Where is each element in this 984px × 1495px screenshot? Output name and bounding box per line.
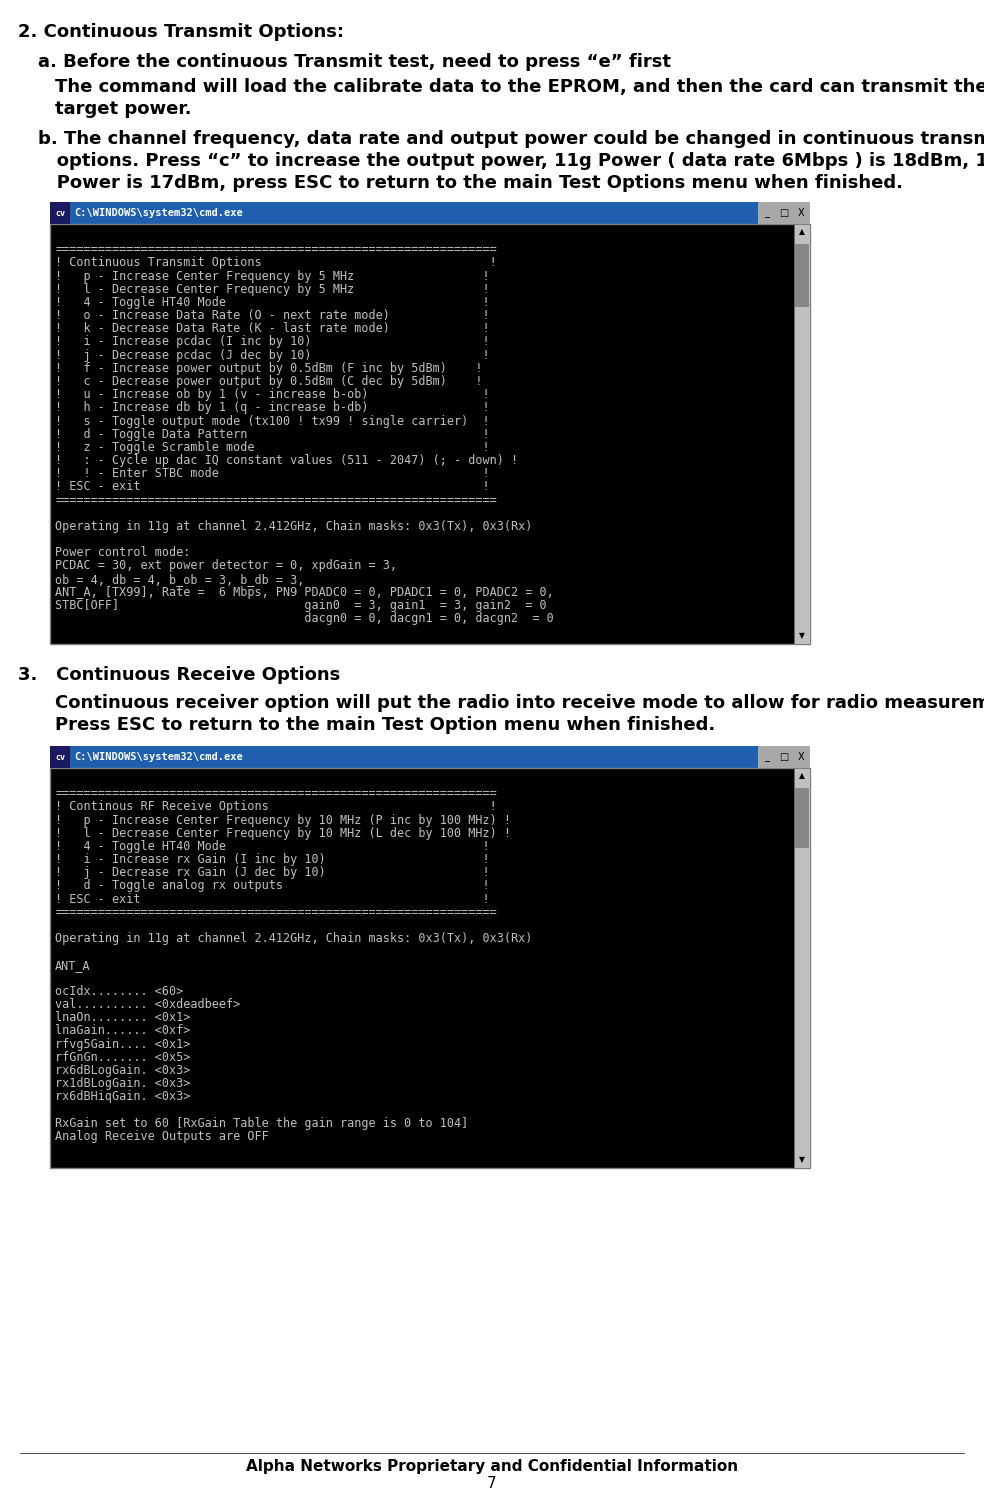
Bar: [795, 244, 809, 306]
Text: a. Before the continuous Transmit test, need to press “e” first: a. Before the continuous Transmit test, …: [38, 52, 671, 70]
Text: PCDAC = 30, ext power detector = 0, xpdGain = 3,: PCDAC = 30, ext power detector = 0, xpdG…: [55, 559, 397, 573]
Text: lnaGain...... <0xf>: lnaGain...... <0xf>: [55, 1024, 190, 1038]
Bar: [758, 746, 810, 768]
Text: Operating in 11g at channel 2.412GHz, Chain masks: 0x3(Tx), 0x3(Rx): Operating in 11g at channel 2.412GHz, Ch…: [55, 520, 532, 532]
Text: RxGain set to 60 [RxGain Table the gain range is 0 to 104]: RxGain set to 60 [RxGain Table the gain …: [55, 1117, 468, 1130]
Text: X: X: [798, 208, 805, 218]
Text: rfvg5Gain.... <0x1>: rfvg5Gain.... <0x1>: [55, 1038, 190, 1051]
Text: ▼: ▼: [799, 631, 805, 640]
Text: options. Press “c” to increase the output power, 11g Power ( data rate 6Mbps ) i: options. Press “c” to increase the outpu…: [38, 152, 984, 170]
Text: □: □: [779, 208, 788, 218]
Text: !   4 - Toggle HT40 Mode                                    !: ! 4 - Toggle HT40 Mode !: [55, 840, 490, 854]
Text: rfGnGn....... <0x5>: rfGnGn....... <0x5>: [55, 1051, 190, 1064]
Text: !   ! - Enter STBC mode                                     !: ! ! - Enter STBC mode !: [55, 468, 490, 480]
Text: ! Continous RF Receive Options                               !: ! Continous RF Receive Options !: [55, 800, 497, 813]
Text: cv: cv: [55, 208, 65, 217]
Text: rx1dBLogGain. <0x3>: rx1dBLogGain. <0x3>: [55, 1076, 190, 1090]
Text: Continuous receiver option will put the radio into receive mode to allow for rad: Continuous receiver option will put the …: [55, 694, 984, 712]
Text: The command will load the calibrate data to the EPROM, and then the card can tra: The command will load the calibrate data…: [55, 78, 984, 96]
Text: target power.: target power.: [55, 100, 192, 118]
Text: ! ESC - exit                                                !: ! ESC - exit !: [55, 893, 490, 906]
Text: !   u - Increase ob by 1 (v - increase b-ob)                !: ! u - Increase ob by 1 (v - increase b-o…: [55, 389, 490, 401]
Text: ==============================================================: ========================================…: [55, 788, 497, 800]
Text: !   l - Decrease Center Frequency by 10 MHz (L dec by 100 MHz) !: ! l - Decrease Center Frequency by 10 MH…: [55, 827, 511, 840]
Text: val.......... <0xdeadbeef>: val.......... <0xdeadbeef>: [55, 999, 240, 1011]
Text: !   4 - Toggle HT40 Mode                                    !: ! 4 - Toggle HT40 Mode !: [55, 296, 490, 309]
Text: !   i - Increase pcdac (I inc by 10)                        !: ! i - Increase pcdac (I inc by 10) !: [55, 335, 490, 348]
Bar: [794, 224, 810, 644]
Text: dacgn0 = 0, dacgn1 = 0, dacgn2  = 0: dacgn0 = 0, dacgn1 = 0, dacgn2 = 0: [55, 611, 554, 625]
Bar: [50, 202, 810, 224]
Text: □: □: [779, 752, 788, 762]
Text: X: X: [798, 752, 805, 762]
Text: Alpha Networks Proprietary and Confidential Information: Alpha Networks Proprietary and Confident…: [246, 1459, 738, 1474]
Text: Analog Receive Outputs are OFF: Analog Receive Outputs are OFF: [55, 1130, 269, 1142]
Bar: [50, 224, 810, 644]
Text: ▲: ▲: [799, 227, 805, 236]
Text: ==============================================================: ========================================…: [55, 244, 497, 256]
Bar: [795, 788, 809, 848]
Text: !   f - Increase power output by 0.5dBm (F inc by 5dBm)    !: ! f - Increase power output by 0.5dBm (F…: [55, 362, 482, 375]
Text: ==============================================================: ========================================…: [55, 493, 497, 507]
Text: C:\WINDOWS\system32\cmd.exe: C:\WINDOWS\system32\cmd.exe: [74, 208, 243, 218]
Text: Press ESC to return to the main Test Option menu when finished.: Press ESC to return to the main Test Opt…: [55, 716, 715, 734]
Text: !   i - Increase rx Gain (I inc by 10)                      !: ! i - Increase rx Gain (I inc by 10) !: [55, 854, 490, 866]
Text: ! ESC - exit                                                !: ! ESC - exit !: [55, 480, 490, 493]
Bar: [50, 768, 810, 1168]
Text: 7: 7: [487, 1476, 497, 1491]
Text: !   o - Increase Data Rate (O - next rate mode)             !: ! o - Increase Data Rate (O - next rate …: [55, 309, 490, 321]
Text: ob = 4, db = 4, b_ob = 3, b_db = 3,: ob = 4, db = 4, b_ob = 3, b_db = 3,: [55, 573, 304, 586]
Text: ==============================================================: ========================================…: [55, 906, 497, 919]
Bar: [50, 746, 70, 768]
Text: ! Continuous Transmit Options                                !: ! Continuous Transmit Options !: [55, 257, 497, 269]
Text: !   d - Toggle analog rx outputs                            !: ! d - Toggle analog rx outputs !: [55, 879, 490, 893]
Text: ocIdx........ <60>: ocIdx........ <60>: [55, 985, 183, 997]
Bar: [794, 768, 810, 1168]
Text: ANT_A, [TX99], Rate =  6 Mbps, PN9 PDADC0 = 0, PDADC1 = 0, PDADC2 = 0,: ANT_A, [TX99], Rate = 6 Mbps, PN9 PDADC0…: [55, 586, 554, 599]
Text: !   j - Decrease rx Gain (J dec by 10)                      !: ! j - Decrease rx Gain (J dec by 10) !: [55, 866, 490, 879]
Text: 2. Continuous Transmit Options:: 2. Continuous Transmit Options:: [18, 22, 344, 40]
Text: !   k - Decrease Data Rate (K - last rate mode)             !: ! k - Decrease Data Rate (K - last rate …: [55, 323, 490, 335]
Text: ▼: ▼: [799, 1156, 805, 1165]
Text: !   d - Toggle Data Pattern                                 !: ! d - Toggle Data Pattern !: [55, 428, 490, 441]
Text: !   p - Increase Center Frequency by 10 MHz (P inc by 100 MHz) !: ! p - Increase Center Frequency by 10 MH…: [55, 813, 511, 827]
Text: ANT_A: ANT_A: [55, 958, 91, 972]
Text: !   c - Decrease power output by 0.5dBm (C dec by 5dBm)    !: ! c - Decrease power output by 0.5dBm (C…: [55, 375, 482, 389]
Text: _: _: [765, 208, 769, 218]
Bar: [50, 202, 70, 224]
Text: Power is 17dBm, press ESC to return to the main Test Options menu when finished.: Power is 17dBm, press ESC to return to t…: [38, 173, 903, 191]
Text: 3.   Continuous Receive Options: 3. Continuous Receive Options: [18, 665, 340, 685]
Text: !   z - Toggle Scramble mode                                !: ! z - Toggle Scramble mode !: [55, 441, 490, 454]
Text: b. The channel frequency, data rate and output power could be changed in continu: b. The channel frequency, data rate and …: [38, 130, 984, 148]
Text: !   j - Decrease pcdac (J dec by 10)                        !: ! j - Decrease pcdac (J dec by 10) !: [55, 348, 490, 362]
Text: rx6dBHiqGain. <0x3>: rx6dBHiqGain. <0x3>: [55, 1090, 190, 1103]
Text: lnaOn........ <0x1>: lnaOn........ <0x1>: [55, 1011, 190, 1024]
Text: C:\WINDOWS\system32\cmd.exe: C:\WINDOWS\system32\cmd.exe: [74, 752, 243, 762]
Text: !   p - Increase Center Frequency by 5 MHz                  !: ! p - Increase Center Frequency by 5 MHz…: [55, 269, 490, 283]
Text: ▲: ▲: [799, 771, 805, 780]
Text: STBC[OFF]                          gain0  = 3, gain1  = 3, gain2  = 0: STBC[OFF] gain0 = 3, gain1 = 3, gain2 = …: [55, 599, 547, 611]
Text: cv: cv: [55, 752, 65, 761]
Text: !   l - Decrease Center Frequency by 5 MHz                  !: ! l - Decrease Center Frequency by 5 MHz…: [55, 283, 490, 296]
Text: Operating in 11g at channel 2.412GHz, Chain masks: 0x3(Tx), 0x3(Rx): Operating in 11g at channel 2.412GHz, Ch…: [55, 933, 532, 945]
Text: rx6dBLogGain. <0x3>: rx6dBLogGain. <0x3>: [55, 1064, 190, 1076]
Text: !   h - Increase db by 1 (q - increase b-db)                !: ! h - Increase db by 1 (q - increase b-d…: [55, 401, 490, 414]
Text: !   : - Cycle up dac IQ constant values (511 - 2047) (; - down) !: ! : - Cycle up dac IQ constant values (5…: [55, 454, 519, 466]
Text: !   s - Toggle output mode (tx100 ! tx99 ! single carrier)  !: ! s - Toggle output mode (tx100 ! tx99 !…: [55, 414, 490, 428]
Bar: [50, 746, 810, 768]
Bar: [758, 202, 810, 224]
Text: Power control mode:: Power control mode:: [55, 546, 190, 559]
Text: _: _: [765, 752, 769, 762]
